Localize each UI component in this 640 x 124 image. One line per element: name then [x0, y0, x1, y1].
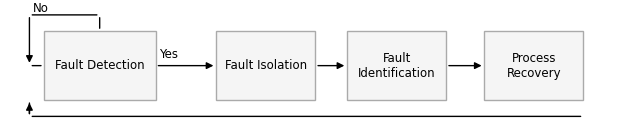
Text: Process
Recovery: Process Recovery	[507, 52, 561, 80]
Text: No: No	[33, 2, 49, 15]
Text: Fault Detection: Fault Detection	[55, 59, 145, 72]
FancyBboxPatch shape	[44, 31, 156, 100]
FancyBboxPatch shape	[216, 31, 316, 100]
Text: Yes: Yes	[159, 48, 178, 61]
Text: Fault Isolation: Fault Isolation	[225, 59, 307, 72]
Text: Fault
Identification: Fault Identification	[358, 52, 435, 80]
FancyBboxPatch shape	[484, 31, 584, 100]
FancyBboxPatch shape	[347, 31, 446, 100]
